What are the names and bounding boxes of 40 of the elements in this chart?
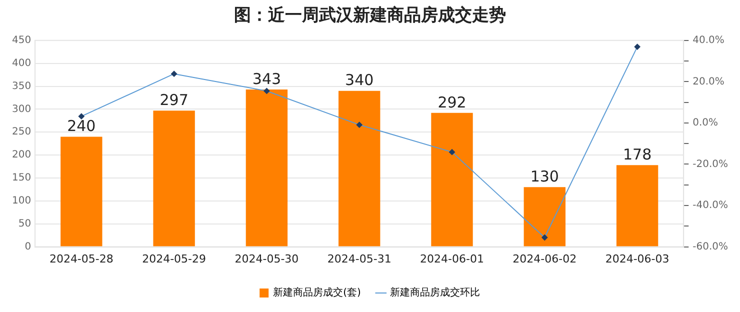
chart-title: 图：近一周武汉新建商品房成交走势 bbox=[234, 6, 506, 26]
y-tick-label: 150 bbox=[12, 172, 32, 184]
bar bbox=[338, 90, 380, 246]
y-tick-label: 450 bbox=[12, 34, 32, 46]
y-tick-label: 350 bbox=[12, 80, 32, 92]
bar bbox=[524, 187, 566, 246]
y-tick-label: 250 bbox=[12, 126, 32, 138]
y2-tick-label: 40.0% bbox=[692, 34, 724, 46]
data-label: 130 bbox=[530, 168, 559, 186]
data-label: 292 bbox=[438, 93, 466, 112]
y2-tick-label: -20.0% bbox=[692, 158, 728, 170]
data-label: 340 bbox=[345, 71, 374, 90]
y-tick-label: 300 bbox=[12, 104, 32, 115]
legend-label: 新建商品房成交环比 bbox=[390, 286, 480, 299]
data-label: 297 bbox=[160, 90, 188, 109]
y-tick-label: 0 bbox=[24, 241, 32, 252]
data-label: 343 bbox=[252, 70, 282, 88]
y2-tick-label: -40.0% bbox=[692, 200, 728, 212]
y-tick-label: 100 bbox=[12, 196, 32, 207]
data-label: 178 bbox=[622, 146, 652, 164]
bar bbox=[616, 165, 658, 246]
x-tick-label: 2024-05-29 bbox=[142, 252, 206, 266]
data-label: 240 bbox=[67, 117, 96, 136]
y-tick-label: 200 bbox=[12, 150, 32, 161]
y2-tick-label: 0.0% bbox=[692, 118, 718, 129]
bar bbox=[60, 136, 102, 246]
bar bbox=[153, 110, 195, 246]
y2-tick-label: 20.0% bbox=[692, 76, 724, 88]
y-tick-label: 50 bbox=[18, 218, 32, 230]
x-tick-label: 2024-06-02 bbox=[512, 252, 577, 266]
legend-label: 新建商品房成交(套) bbox=[273, 286, 361, 299]
x-tick-label: 2024-05-28 bbox=[49, 252, 114, 266]
x-tick-label: 2024-06-03 bbox=[605, 252, 670, 266]
y-tick-label: 400 bbox=[12, 58, 32, 69]
x-tick-label: 2024-06-01 bbox=[420, 252, 484, 266]
x-tick-label: 2024-05-31 bbox=[327, 252, 392, 266]
x-tick-label: 2024-05-30 bbox=[234, 252, 299, 266]
bar bbox=[431, 112, 473, 246]
y2-tick-label: -60.0% bbox=[692, 241, 728, 252]
bar bbox=[246, 89, 288, 246]
